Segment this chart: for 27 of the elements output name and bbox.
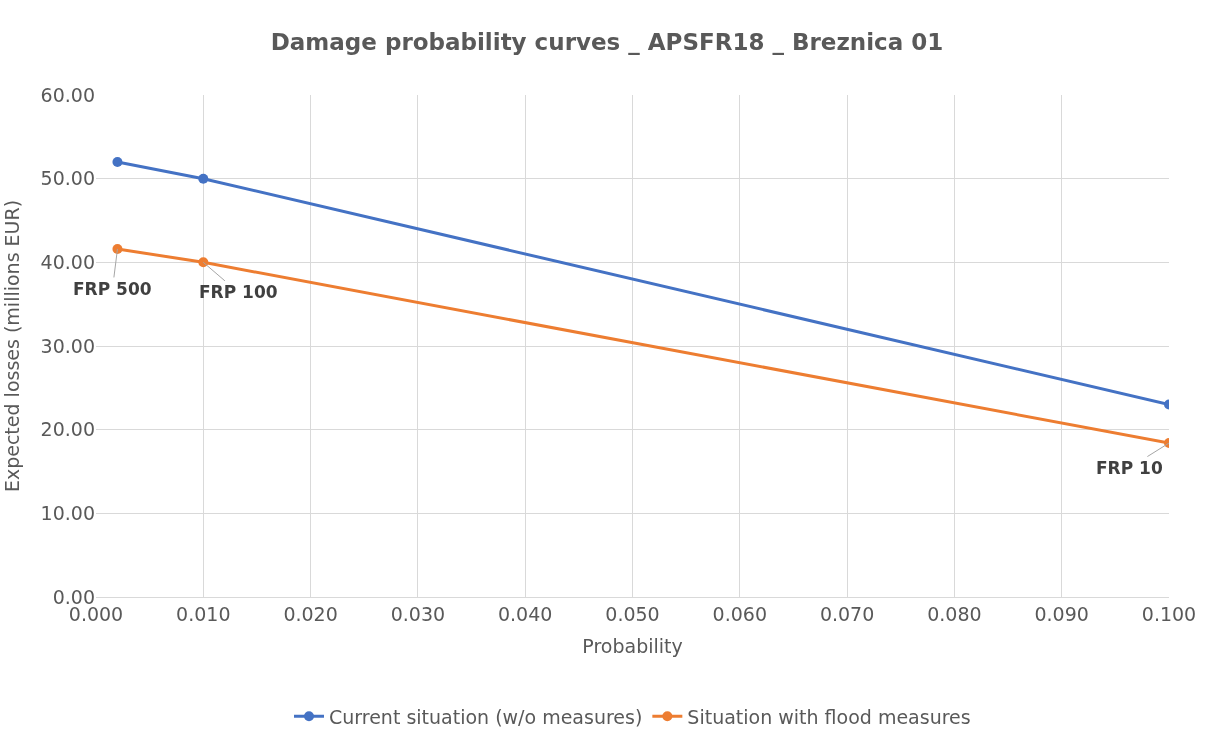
x-tick-label: 0.070 [819,602,875,625]
x-tick-label: 0.060 [712,602,767,625]
chart-title: Damage probability curves _ APSFR18 _ Breznica 01 [270,28,944,55]
point [198,173,209,184]
legend-label: Situation with flood measures [687,705,971,728]
point [112,156,123,167]
y-tick-label: 50.00 [40,167,95,190]
y-tick-label: 20.00 [40,418,95,441]
annotation: FRP 10 [1096,458,1163,478]
x-tick-label: 0.080 [927,602,982,625]
x-tick-label: 0.010 [176,602,231,625]
x-tick-label: 0.100 [1141,602,1197,625]
x-tick-label: 0.090 [1034,602,1089,625]
annotation: FRP 100 [199,282,278,302]
y-tick-label: 40.00 [40,250,95,273]
x-tick-label: 0.050 [605,602,660,625]
x-axis-title: Probability [582,634,683,657]
y-tick-label: 60.00 [40,83,95,106]
x-tick-label: 0.020 [283,602,338,625]
y-tick-label: 10.00 [40,501,95,524]
y-axis-title: Expected losses (millions EUR) [1,199,24,493]
annotation: FRP 500 [73,279,152,299]
y-tick-label: 0.00 [52,585,95,608]
x-tick-label: 0.030 [390,602,446,625]
x-tick-label: 0.040 [498,602,553,625]
y-tick-label: 30.00 [40,334,95,357]
legend-label: Current situation (w/o measures) [329,705,643,728]
